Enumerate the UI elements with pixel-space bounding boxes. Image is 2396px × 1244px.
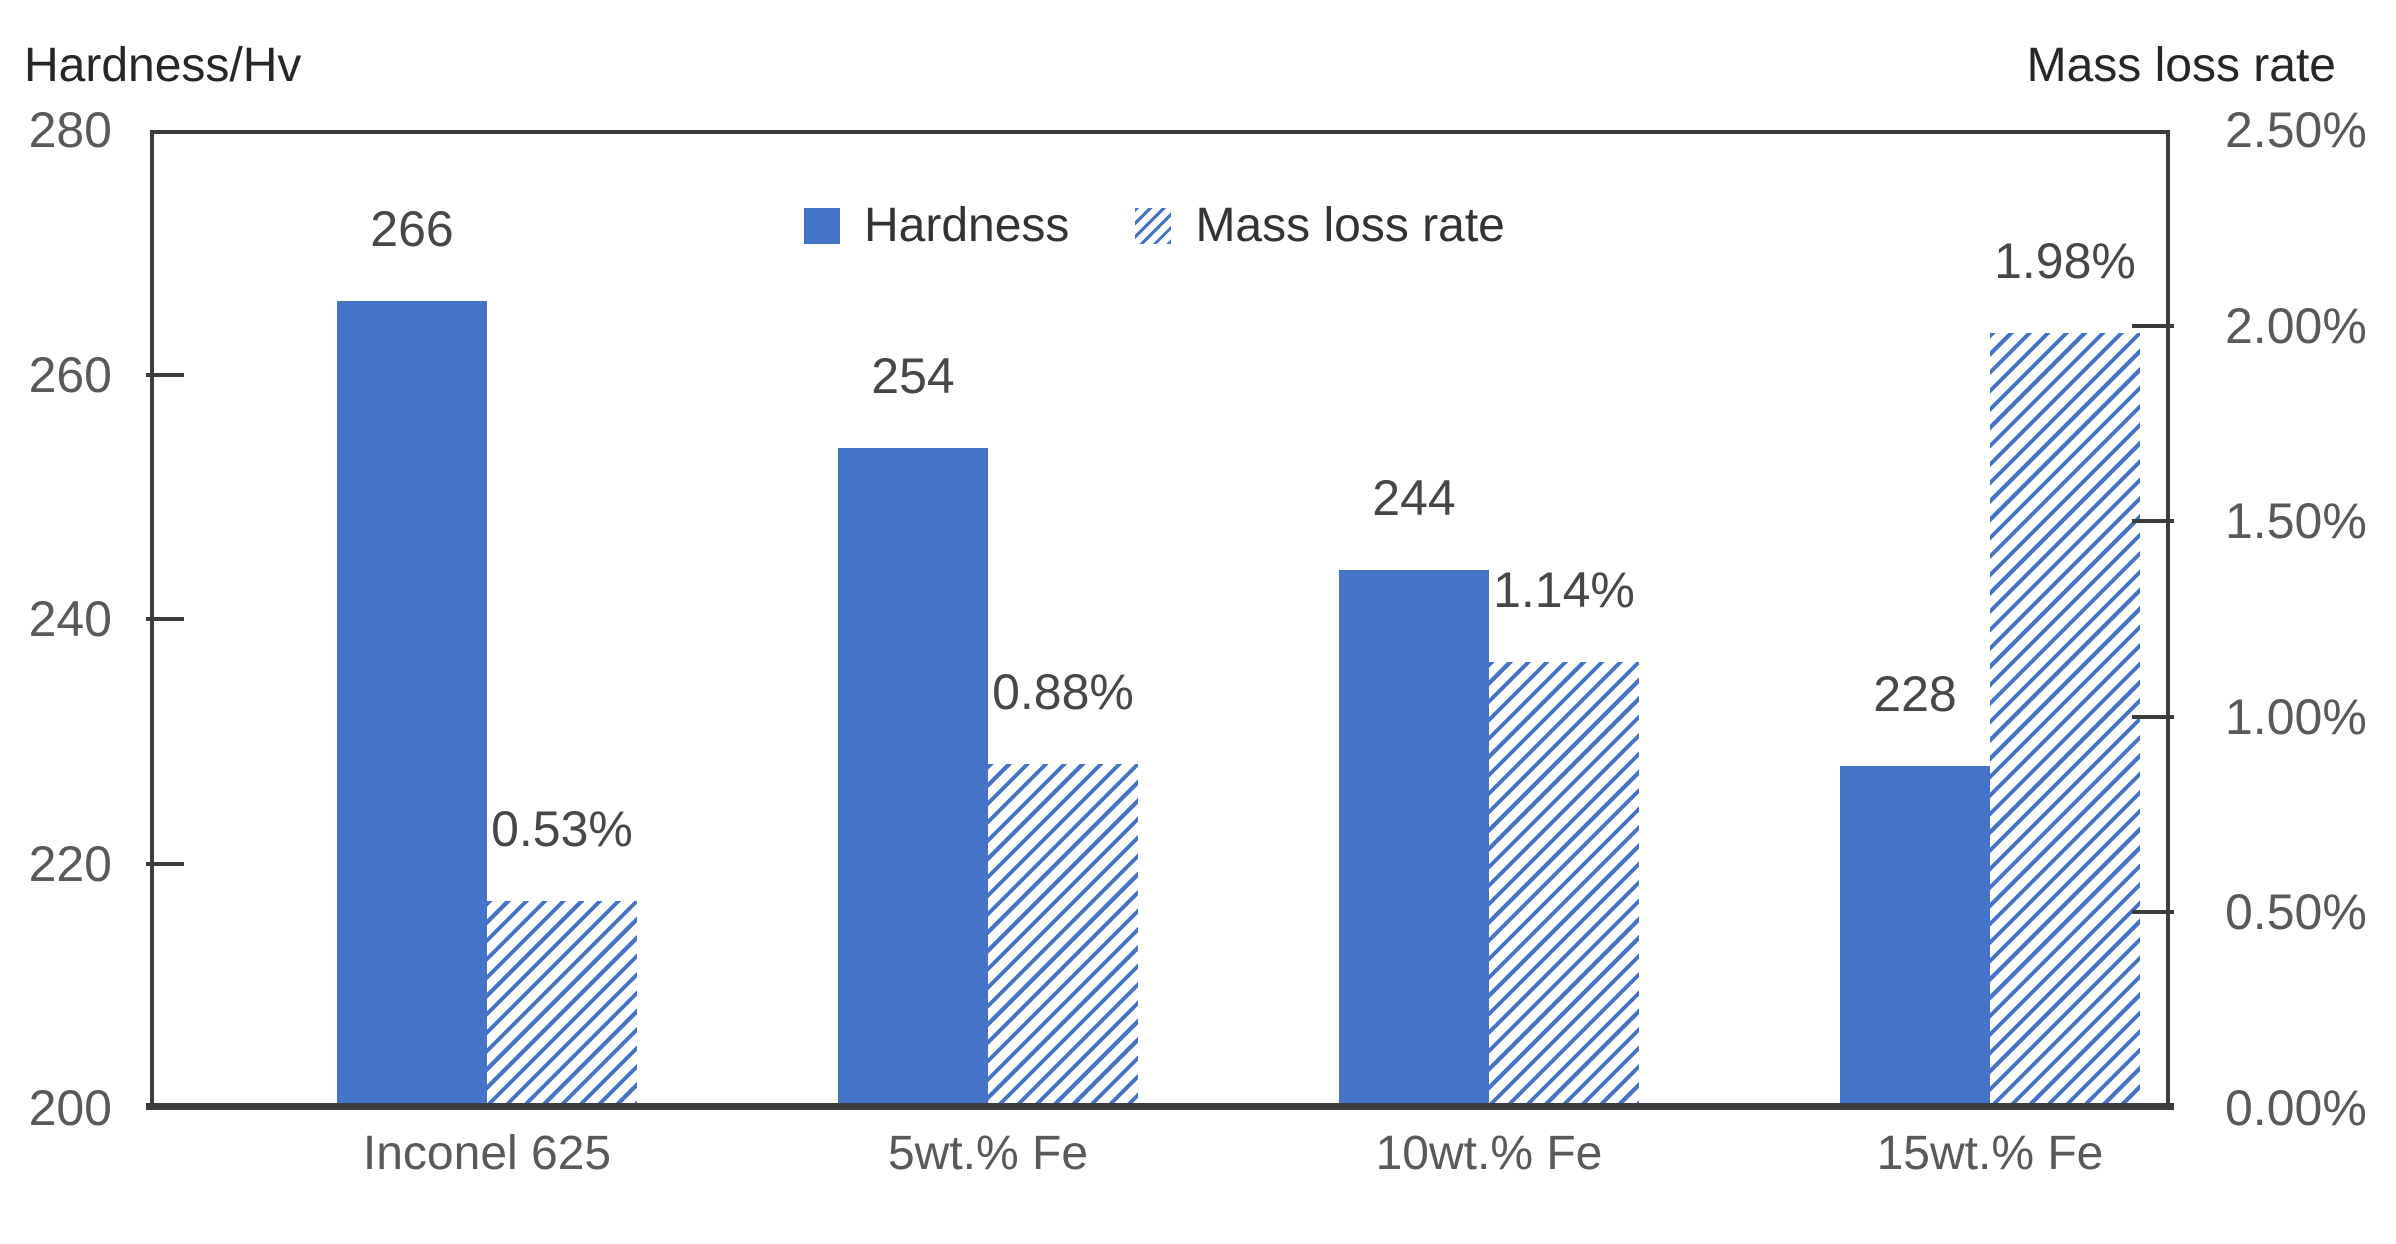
left-axis-tick-label: 280 — [28, 102, 112, 158]
hardness-value-label: 266 — [370, 201, 454, 258]
hardness-bar — [1840, 765, 1990, 1108]
right-axis-tick-mark — [2132, 910, 2174, 915]
left-axis-tick-label: 200 — [28, 1080, 112, 1136]
hardness-bar — [838, 447, 988, 1108]
legend-label-mass-loss: Mass loss rate — [1195, 199, 1505, 252]
right-axis-tick-mark — [2132, 714, 2174, 719]
right-axis-tick-label: 2.00% — [2225, 297, 2367, 354]
mass-loss-value-label: 0.53% — [491, 800, 633, 857]
left-axis-tick-label: 240 — [28, 591, 112, 647]
mass-loss-bar — [487, 900, 637, 1108]
right-axis-tick-label: 1.50% — [2225, 493, 2367, 550]
legend: Hardness Mass loss rate — [804, 198, 1505, 254]
right-axis-title: Mass loss rate — [2026, 39, 2336, 92]
left-axis-tick-label: 260 — [28, 346, 112, 403]
hardness-value-label: 228 — [1873, 665, 1957, 722]
left-axis-tick-mark — [146, 861, 184, 866]
x-axis-line — [146, 1103, 2174, 1110]
right-axis-tick-label: 0.50% — [2225, 884, 2367, 941]
hardness-value-label: 254 — [871, 347, 955, 404]
left-axis-tick-mark — [146, 372, 184, 377]
mass-loss-value-label: 1.14% — [1493, 562, 1635, 619]
hardness-bar — [337, 301, 487, 1108]
category-label: Inconel 625 — [362, 1127, 612, 1180]
legend-label-hardness: Hardness — [864, 199, 1070, 252]
right-axis-tick-label: 2.50% — [2225, 102, 2367, 158]
right-axis-tick-mark — [2132, 519, 2174, 524]
left-axis-title: Hardness/Hv — [24, 39, 302, 92]
category-label: 10wt.% Fe — [1375, 1127, 1603, 1180]
mass-loss-bar — [1990, 333, 2140, 1108]
right-axis-tick-label: 0.00% — [2225, 1080, 2367, 1136]
category-label: 5wt.% Fe — [887, 1127, 1089, 1180]
left-axis-tick-mark — [146, 617, 184, 621]
hardness-value-label: 244 — [1372, 470, 1456, 527]
legend-marker-hardness-icon — [804, 208, 840, 244]
left-axis-tick-label: 220 — [28, 835, 112, 892]
right-axis-tick-mark — [2132, 323, 2174, 328]
right-axis-tick-label: 1.00% — [2225, 688, 2367, 745]
mass-loss-bar — [1489, 662, 1639, 1108]
mass-loss-value-label: 1.98% — [1994, 233, 2136, 290]
legend-marker-mass-loss-icon — [1135, 208, 1172, 244]
mass-loss-value-label: 0.88% — [992, 663, 1134, 720]
hardness-bar — [1339, 570, 1489, 1108]
category-label: 15wt.% Fe — [1876, 1127, 2104, 1180]
mass-loss-bar — [988, 763, 1138, 1108]
